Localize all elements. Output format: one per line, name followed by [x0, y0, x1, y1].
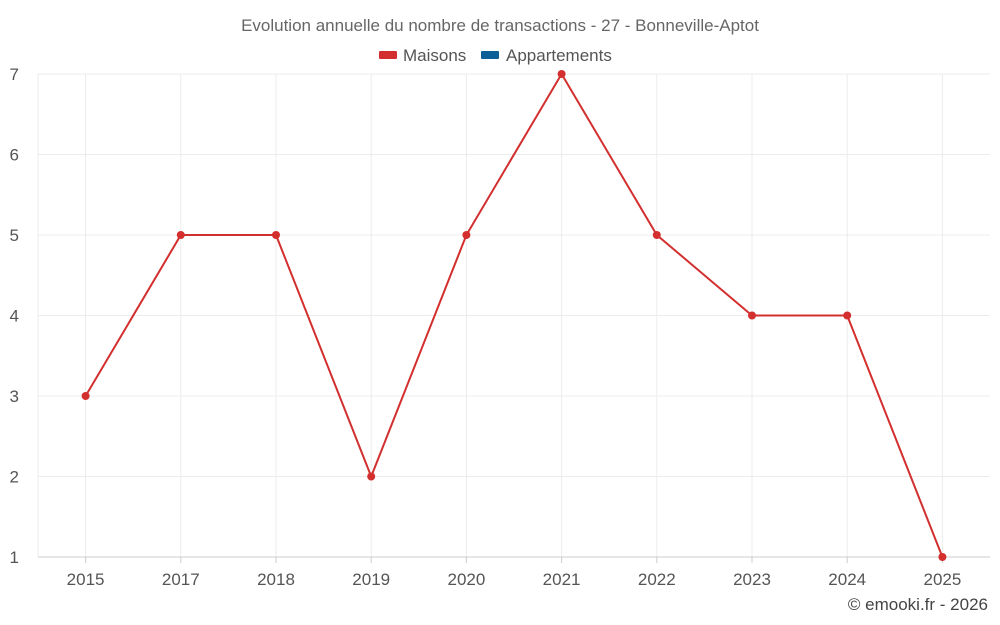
data-point[interactable]: [557, 70, 566, 78]
x-tick-label: 2025: [923, 570, 961, 589]
y-tick-label: 4: [10, 307, 19, 326]
legend-label-appartements[interactable]: Appartements: [506, 46, 612, 65]
data-point[interactable]: [272, 231, 280, 239]
y-tick-label: 2: [10, 468, 19, 487]
legend-swatch-appartements: [481, 51, 499, 59]
data-point[interactable]: [843, 311, 852, 320]
x-tick-label: 2022: [638, 570, 676, 589]
credit-text: © emooki.fr - 2026: [848, 595, 988, 614]
data-point[interactable]: [81, 392, 90, 400]
legend-label-maisons[interactable]: Maisons: [403, 46, 466, 65]
legend: Maisons Appartements: [379, 46, 612, 65]
x-tick-label: 2019: [352, 570, 390, 589]
y-axis: 1 2 3 4 5 6 7: [10, 65, 19, 567]
x-tick-label: 2018: [257, 570, 295, 589]
data-point[interactable]: [462, 231, 471, 239]
y-tick-label: 7: [10, 65, 19, 84]
x-tick-label: 2017: [162, 570, 200, 589]
x-tick-label: 2024: [828, 570, 866, 589]
x-axis: 2015 2017 2018 2019 2020 2021 2022 2023 2024 2025: [38, 556, 990, 589]
y-tick-label: 3: [10, 387, 19, 406]
data-point[interactable]: [367, 472, 376, 481]
x-tick-label: 2023: [733, 570, 771, 589]
data-point[interactable]: [748, 311, 756, 320]
data-point[interactable]: [652, 231, 661, 239]
x-tick-label: 2021: [543, 570, 581, 589]
chart-title: Evolution annuelle du nombre de transact…: [241, 16, 759, 35]
y-tick-label: 5: [10, 226, 19, 245]
data-point[interactable]: [938, 553, 947, 561]
x-tick-label: 2015: [67, 570, 105, 589]
y-tick-label: 1: [10, 548, 19, 567]
y-tick-label: 6: [10, 146, 19, 165]
data-point[interactable]: [176, 231, 185, 239]
x-tick-label: 2020: [447, 570, 485, 589]
series-maisons: [81, 70, 947, 561]
series-line: [84, 73, 944, 558]
legend-swatch-maisons: [379, 51, 397, 59]
